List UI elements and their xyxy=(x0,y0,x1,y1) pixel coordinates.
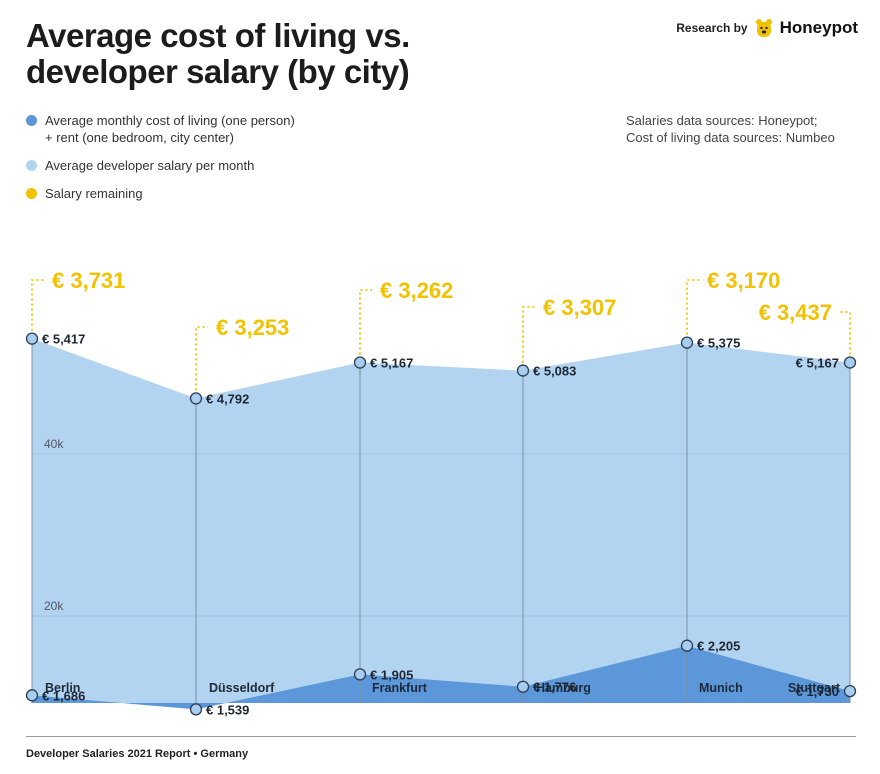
honeypot-bear-icon xyxy=(755,19,772,37)
salary-point xyxy=(516,364,530,377)
data-sources-note: Salaries data sources: Honeypot; Cost of… xyxy=(626,113,835,145)
cost-point xyxy=(353,668,367,681)
legend-swatch-cost xyxy=(26,115,37,126)
cost-value-label: € 1,730 xyxy=(796,684,839,699)
cost-point xyxy=(189,703,203,716)
footer-divider xyxy=(26,736,856,737)
y-tick-label: 40k xyxy=(44,437,64,451)
legend: Average monthly cost of living (one pers… xyxy=(26,112,346,213)
city-label: Berlin xyxy=(45,681,80,695)
remaining-bracket xyxy=(359,289,372,355)
remaining-bracket xyxy=(195,326,208,391)
cost-value-label: € 1,776 xyxy=(533,680,576,695)
salary-value-label: € 5,167 xyxy=(796,356,839,371)
salary-point xyxy=(25,332,39,345)
city-label: Düsseldorf xyxy=(209,681,275,695)
city-label: Munich xyxy=(699,681,743,695)
salary-point xyxy=(189,392,203,405)
research-by-label: Research by xyxy=(676,21,748,35)
salary-area xyxy=(32,338,850,703)
city-label: Stuttgart xyxy=(788,681,841,695)
remaining-bracket xyxy=(838,311,851,355)
cost-point xyxy=(843,684,857,698)
footer-text: Developer Salaries 2021 Report • Germany xyxy=(26,748,249,760)
salary-value-label: € 5,417 xyxy=(42,332,85,347)
city-label: Frankfurt xyxy=(372,681,428,695)
legend-swatch-remaining xyxy=(26,188,37,199)
cost-value-label: € 1,686 xyxy=(42,688,85,703)
cost-value-label: € 1,539 xyxy=(206,702,249,717)
salary-value-label: € 5,375 xyxy=(697,336,740,351)
salary-value-label: € 5,167 xyxy=(370,356,413,371)
cost-value-label: € 2,205 xyxy=(697,639,740,654)
remaining-value-label: € 3,262 xyxy=(380,278,453,303)
salary-value-label: € 4,792 xyxy=(206,391,249,406)
chart-title: Average cost of living vs. developer sal… xyxy=(26,17,410,90)
remaining-value-label: € 3,731 xyxy=(52,268,125,293)
remaining-value-label: € 3,307 xyxy=(543,295,616,320)
cost-point xyxy=(25,689,39,702)
legend-label-salary: Average developer salary per month xyxy=(45,158,255,173)
remaining-bracket xyxy=(686,279,699,335)
legend-item-cost: Average monthly cost of living (one pers… xyxy=(26,112,346,146)
legend-item-salary: Average developer salary per month xyxy=(26,157,346,174)
cost-point xyxy=(680,639,694,652)
remaining-value-label: € 3,437 xyxy=(759,300,832,325)
legend-label-cost: Average monthly cost of living (one pers… xyxy=(45,113,295,145)
legend-item-remaining: Salary remaining xyxy=(26,185,346,202)
brand: Research by Honeypot xyxy=(676,18,858,38)
city-label: Hamburg xyxy=(536,681,591,695)
remaining-value-label: € 3,170 xyxy=(707,268,780,293)
remaining-bracket xyxy=(31,279,44,331)
legend-label-remaining: Salary remaining xyxy=(45,186,143,201)
y-tick-label: 20k xyxy=(44,599,64,613)
cost-value-label: € 1,905 xyxy=(370,667,413,682)
remaining-value-label: € 3,253 xyxy=(216,315,289,340)
salary-value-label: € 5,083 xyxy=(533,364,576,379)
salary-point xyxy=(353,356,367,369)
legend-swatch-salary xyxy=(26,160,37,171)
brand-name: Honeypot xyxy=(779,18,858,37)
remaining-bracket xyxy=(522,306,535,363)
salary-point xyxy=(843,356,857,369)
cost-area xyxy=(32,645,850,710)
cost-point xyxy=(516,680,530,693)
salary-point xyxy=(680,336,694,349)
